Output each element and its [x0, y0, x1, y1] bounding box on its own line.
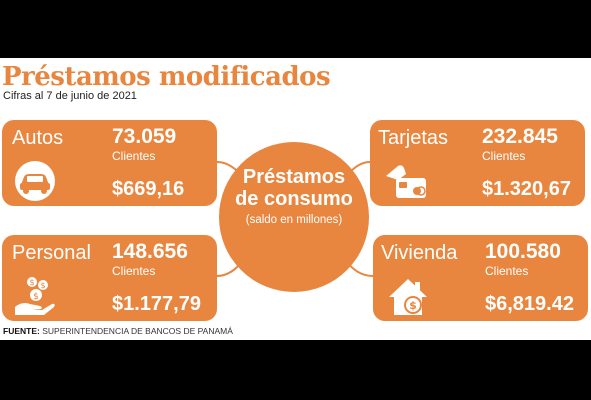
- card-personal: Personal 148.656 Clientes $1.177,79 $ $ …: [2, 235, 217, 321]
- card-autos-amount: $669,16: [112, 178, 185, 200]
- source-note: FUENTE: SUPERINTENDENCIA DE BANCOS DE PA…: [3, 326, 233, 336]
- center-title-line1: Préstamos: [242, 166, 346, 188]
- card-vivienda: Vivienda 100.580 Clientes $6,819.42 $: [373, 235, 588, 321]
- card-tarjetas-count: 232.845: [482, 125, 558, 148]
- card-autos-clients-label: Clientes: [112, 149, 156, 163]
- center-note: (saldo en millones): [245, 214, 343, 226]
- card-personal-count: 148.656: [112, 240, 188, 263]
- card-vivienda-count: 100.580: [485, 240, 561, 263]
- svg-text:$: $: [29, 278, 34, 287]
- card-autos-name: Autos: [12, 127, 64, 149]
- center-circle: Préstamos de consumo (saldo en millones): [219, 142, 369, 292]
- infographic-panel: Préstamos modificados Cifras al 7 de jun…: [0, 58, 591, 340]
- card-tarjetas-amount: $1.320,67: [482, 178, 571, 200]
- card-tarjetas: Tarjetas 232.845 Clientes $1.320,67: [370, 120, 585, 206]
- card-personal-amount: $1.177,79: [112, 293, 201, 315]
- card-vivienda-name: Vivienda: [381, 242, 458, 264]
- card-vivienda-amount: $6,819.42: [485, 293, 574, 315]
- money-hand-icon: $ $ $: [15, 277, 55, 315]
- card-vivienda-clients-label: Clientes: [485, 264, 529, 278]
- house-dollar-icon: $: [389, 279, 427, 315]
- page-subtitle: Cifras al 7 de junio de 2021: [3, 90, 137, 102]
- source-label: FUENTE:: [3, 326, 40, 336]
- center-title-line2: de consumo: [235, 188, 353, 210]
- card-autos: Autos 73.059 Clientes $669,16: [2, 120, 217, 206]
- svg-text:$: $: [33, 292, 39, 302]
- card-personal-clients-label: Clientes: [112, 264, 156, 278]
- page-title: Préstamos modificados: [2, 62, 331, 92]
- car-icon: [15, 161, 55, 201]
- card-tarjetas-name: Tarjetas: [378, 127, 449, 149]
- card-personal-name: Personal: [12, 242, 91, 264]
- svg-text:$: $: [40, 281, 45, 290]
- source-text: SUPERINTENDENCIA DE BANCOS DE PANAMÁ: [42, 326, 233, 336]
- card-tarjetas-clients-label: Clientes: [482, 149, 526, 163]
- card-autos-count: 73.059: [112, 125, 177, 148]
- credit-card-icon: [386, 165, 426, 198]
- svg-text:$: $: [409, 299, 417, 312]
